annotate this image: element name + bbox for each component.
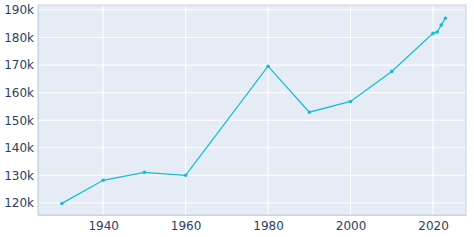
x-tick: 1980 <box>253 215 284 233</box>
grid-line <box>38 120 466 121</box>
marker <box>439 23 443 27</box>
y-tick: 140k <box>4 141 38 155</box>
plot-background <box>38 5 466 215</box>
x-tick-label: 2000 <box>336 219 367 233</box>
grid-line <box>350 5 351 215</box>
y-tick-label: 180k <box>4 31 34 45</box>
y-tick: 190k <box>4 3 38 17</box>
grid-line <box>433 5 434 215</box>
x-tick-label: 2020 <box>418 219 449 233</box>
y-tick-label: 150k <box>4 114 34 128</box>
x-tick: 2000 <box>336 215 367 233</box>
grid-line <box>103 5 104 215</box>
y-tick-label: 120k <box>4 196 34 210</box>
grid-line <box>38 9 466 10</box>
y-tick-label: 130k <box>4 169 34 183</box>
marker <box>435 30 439 34</box>
y-tick-label: 190k <box>4 3 34 17</box>
y-grid <box>38 10 466 203</box>
marker <box>390 70 394 74</box>
y-tick-label: 140k <box>4 141 34 155</box>
marker <box>444 16 448 20</box>
marker <box>266 64 270 68</box>
marker <box>143 170 147 174</box>
plot: 1940 1960 1980 2000 2020 120k 130k 140k 150k 160k… <box>4 3 466 232</box>
grid-line <box>38 175 466 176</box>
grid-line <box>268 5 269 215</box>
marker <box>349 100 353 104</box>
marks <box>60 16 447 205</box>
chart: 1940 1960 1980 2000 2020 120k 130k 140k 150k 160k… <box>0 0 474 237</box>
marker <box>431 32 435 36</box>
y-tick: 120k <box>4 196 38 210</box>
line <box>62 18 445 203</box>
x-tick: 1940 <box>88 215 119 233</box>
grid-line <box>185 5 186 215</box>
x-tick: 1960 <box>171 215 202 233</box>
y-tick: 160k <box>4 86 38 100</box>
x-tick-label: 1960 <box>171 219 202 233</box>
y-tick: 180k <box>4 31 38 45</box>
grid-line <box>38 147 466 148</box>
grid-line <box>38 202 466 203</box>
y-tick: 170k <box>4 58 38 72</box>
marker <box>308 110 312 114</box>
grid-line <box>38 37 466 38</box>
plot-frame <box>38 5 466 215</box>
x-grid <box>103 5 433 215</box>
y-tick-label: 170k <box>4 58 34 72</box>
marker <box>184 174 188 178</box>
marker <box>101 178 105 182</box>
marker <box>60 202 64 206</box>
y-tick: 150k <box>4 114 38 128</box>
x-tick-label: 1940 <box>88 219 119 233</box>
x-axis: 1940 1960 1980 2000 2020 <box>39 215 467 233</box>
x-tick: 2020 <box>418 215 449 233</box>
y-tick-label: 160k <box>4 86 34 100</box>
grid-line <box>38 92 466 93</box>
grid-line <box>38 65 466 66</box>
x-tick-label: 1980 <box>253 219 284 233</box>
y-tick: 130k <box>4 169 38 183</box>
y-axis: 120k 130k 140k 150k 160k 170k 180k 190k <box>4 3 38 215</box>
